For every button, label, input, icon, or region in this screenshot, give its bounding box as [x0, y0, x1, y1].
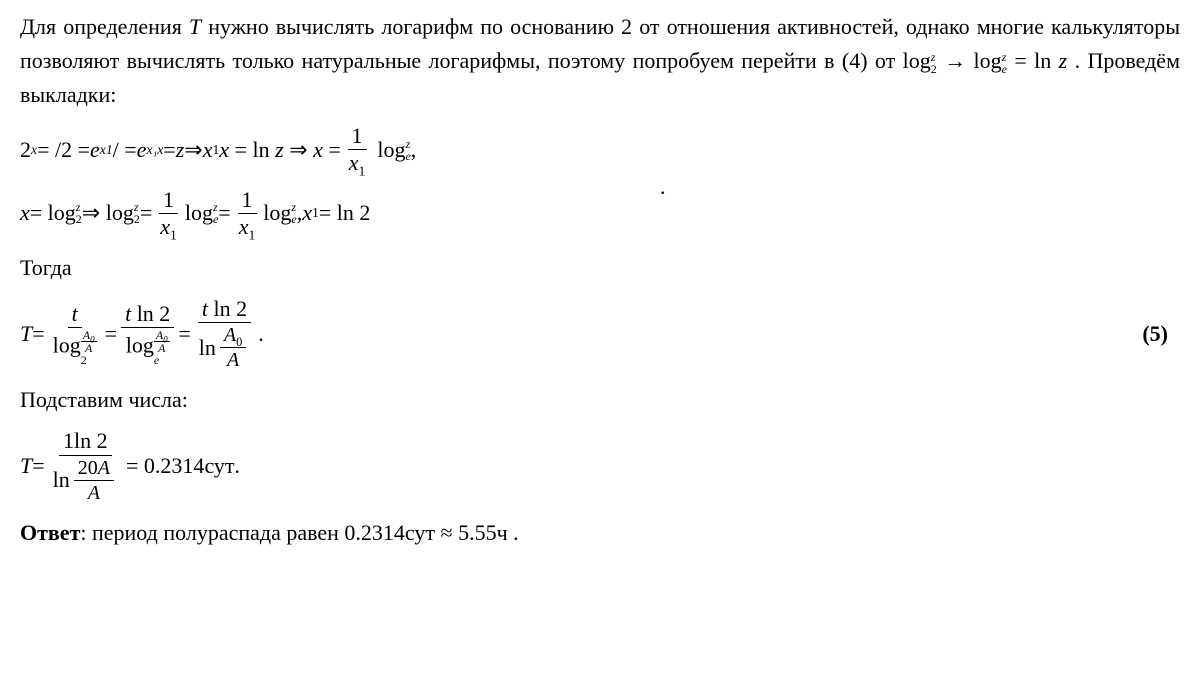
- numerator: 20A: [74, 457, 114, 481]
- var-x: x: [20, 196, 30, 230]
- answer-line: Ответ: период полураспада равен 0.2314су…: [20, 516, 1180, 550]
- numerator: t: [68, 302, 82, 328]
- answer-text: : период полураспада равен: [80, 520, 344, 545]
- denominator: logA0A2: [49, 328, 101, 366]
- text: = /2 =: [37, 133, 90, 167]
- numerator: A0: [220, 324, 246, 348]
- unit-hour: ч: [497, 520, 508, 545]
- denominator: A: [223, 348, 243, 371]
- eq: =: [178, 317, 190, 351]
- approx: ≈ 5.55: [435, 520, 497, 545]
- log-fn: log: [377, 133, 405, 167]
- text: x = ln z ⇒ x =: [219, 133, 340, 167]
- var-z: z: [1059, 48, 1068, 73]
- denominator: logA0Ae: [122, 328, 174, 366]
- eq: =: [218, 196, 230, 230]
- eq: =: [140, 196, 152, 230]
- implies: ⇒: [184, 133, 202, 167]
- text: = ln 2: [319, 196, 371, 230]
- text: = log: [30, 196, 76, 230]
- log-sup-frac: A0A: [154, 329, 170, 354]
- denominator: ln A0 A: [195, 323, 255, 371]
- fraction-2: t ln 2 logA0Ae: [121, 302, 174, 366]
- denominator: A: [84, 481, 104, 504]
- implies: ⇒ log: [82, 196, 134, 230]
- var-T: T: [20, 449, 32, 483]
- unit-day: сут: [204, 449, 234, 483]
- arrow: →: [937, 48, 974, 73]
- var-e: e: [137, 133, 147, 167]
- num-2: 2: [20, 133, 31, 167]
- fraction-3: t ln 2 ln A0 A: [195, 297, 255, 371]
- period: .: [235, 449, 241, 483]
- eq: =: [32, 317, 44, 351]
- log-sup-frac: A0A: [81, 329, 97, 354]
- log-fn: log: [263, 196, 291, 230]
- result-value: = 0.2314: [126, 449, 204, 483]
- var-T: T: [20, 317, 32, 351]
- comma: ,: [411, 133, 417, 167]
- eq: =: [105, 317, 117, 351]
- denominator: x1: [235, 214, 260, 239]
- answer-label: Ответ: [20, 520, 80, 545]
- eq: =: [32, 449, 44, 483]
- log-fn: log: [974, 48, 1002, 73]
- derivation-line-2: x = logz2 ⇒ logz2 = 1 x1 logze = 1 x1 lo…: [20, 188, 1180, 239]
- fraction: 1 x1: [156, 188, 181, 239]
- denominator: x1: [345, 150, 370, 175]
- answer-value: 0.2314: [344, 520, 405, 545]
- numerator: t ln 2: [198, 297, 251, 323]
- log-fn: log: [185, 196, 213, 230]
- var-T: T: [189, 14, 201, 39]
- log-base: e: [154, 354, 170, 366]
- var-z: z: [176, 133, 185, 167]
- text-then: Тогда: [20, 251, 1180, 285]
- text: Для определения: [20, 14, 189, 39]
- numerator: 1: [159, 188, 178, 214]
- paragraph-intro: Для определения T нужно вычислять логари…: [20, 10, 1180, 112]
- numerator: 1ln 2: [59, 429, 112, 455]
- fraction: 1ln 2 ln 20A A: [49, 429, 122, 503]
- equation-5: T = t logA0A2 = t ln 2 logA0Ae = t ln 2 …: [20, 297, 264, 371]
- derivation-line-1: 2x = /2 = ex1 / = ex₁x = z ⇒ x1x = ln z …: [20, 124, 1180, 175]
- period: .: [660, 170, 666, 204]
- text: =: [163, 133, 175, 167]
- log-fn: log: [903, 48, 931, 73]
- var-e: e: [90, 133, 100, 167]
- equation-number-5: (5): [1142, 317, 1180, 351]
- fraction: 1 x1: [235, 188, 260, 239]
- period: .: [258, 317, 264, 351]
- equation-5-row: T = t logA0A2 = t ln 2 logA0Ae = t ln 2 …: [20, 285, 1180, 383]
- unit-day: сут: [405, 520, 435, 545]
- numerator: t ln 2: [121, 302, 174, 328]
- var-x1: x: [203, 133, 213, 167]
- var-x1: x: [302, 196, 312, 230]
- fraction-1: t logA0A2: [49, 302, 101, 366]
- text-substitute: Подставим числа:: [20, 383, 1180, 417]
- denominator: ln 20A A: [49, 456, 122, 504]
- document-page: Для определения T нужно вычислять логари…: [0, 0, 1200, 560]
- denominator: x1: [156, 214, 181, 239]
- numerator: 1: [348, 124, 367, 150]
- period: .: [508, 520, 519, 545]
- fraction: 1 x1: [345, 124, 370, 175]
- text: = ln: [1007, 48, 1059, 73]
- calculation-line: T = 1ln 2 ln 20A A = 0.2314сут .: [20, 429, 1180, 503]
- log-base: 2: [81, 354, 97, 366]
- numerator: 1: [238, 188, 257, 214]
- text: / =: [113, 133, 137, 167]
